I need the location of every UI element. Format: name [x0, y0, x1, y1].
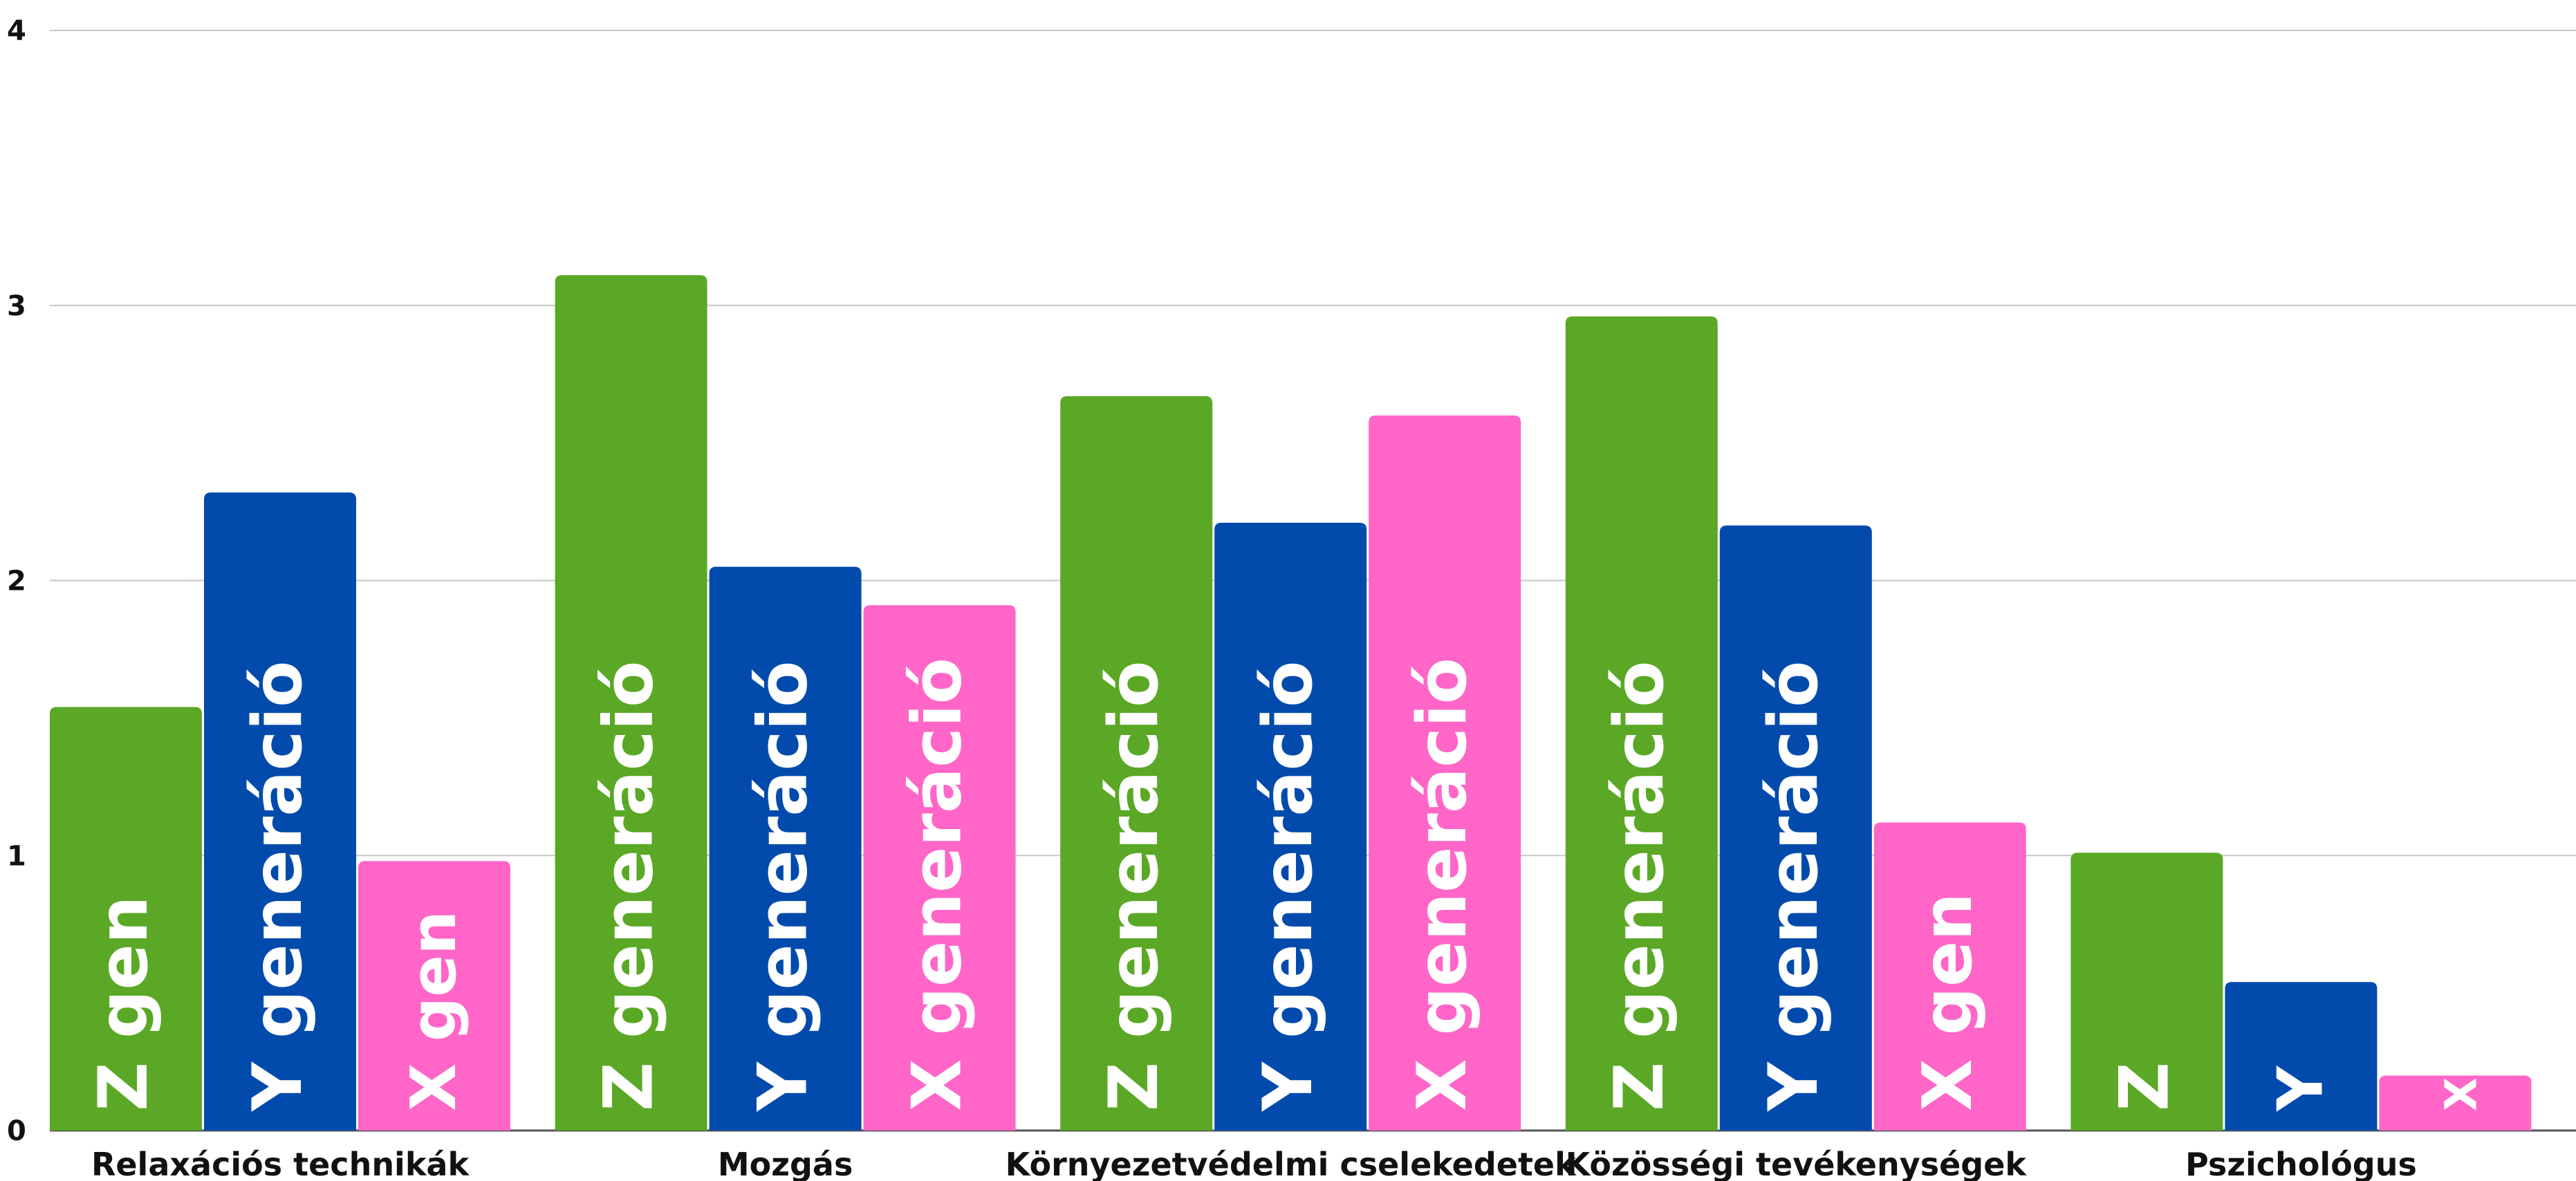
bar-label: Z generáció: [1600, 661, 1679, 1112]
category-label: Környezetvédelmi cselekedetek: [1006, 1146, 1577, 1181]
bar-label: Z generáció: [590, 661, 669, 1112]
category-labels: Relaxációs technikák Mozgás Környezetvédel…: [91, 1146, 2417, 1181]
bar: [1214, 522, 1367, 1131]
bar: [863, 605, 1016, 1131]
bar-label: X gen: [398, 911, 470, 1111]
bar-label: Y generáció: [1754, 661, 1833, 1112]
bar: [1060, 396, 1213, 1131]
category-label: Közösségi tevékenységek: [1566, 1146, 2028, 1181]
bar-label: Z generáció: [1095, 661, 1174, 1112]
y-tick-label: 1: [7, 840, 26, 872]
bar-label: X gen: [1909, 893, 1987, 1111]
category-label: Relaxációs technikák: [91, 1146, 470, 1181]
bar-label: X generáció: [898, 658, 977, 1111]
bar-label: Y generáció: [744, 661, 823, 1112]
y-tick-label: 3: [7, 290, 26, 322]
category-label: Mozgás: [718, 1146, 853, 1181]
bar: [2379, 1075, 2532, 1131]
y-tick-label: 0: [7, 1115, 26, 1147]
bar-label: Z: [2105, 1062, 2184, 1111]
bar-label: X generáció: [1403, 658, 1482, 1111]
bar-label: Y generáció: [1249, 661, 1328, 1112]
bars: Z gen Y generáció X gen Z generáció Y generá…: [50, 275, 2532, 1131]
bar: [1873, 822, 2026, 1131]
bar: [204, 492, 356, 1131]
y-tick-label: 4: [7, 15, 26, 47]
bar-label: X: [2436, 1077, 2487, 1111]
bar-label: Y: [2264, 1065, 2337, 1112]
y-tick-label: 2: [7, 566, 26, 597]
bar-label: Z gen: [84, 895, 163, 1111]
bar: [1719, 525, 1872, 1131]
bar: [1565, 316, 1718, 1131]
bar-label: Y generáció: [239, 661, 317, 1112]
bar: [50, 707, 202, 1131]
bar: [2070, 853, 2223, 1131]
bar: [358, 861, 510, 1131]
y-axis-tick-labels: 0 1 2 3 4: [7, 15, 26, 1147]
bar: [2225, 982, 2378, 1131]
bar: [1369, 415, 1521, 1131]
bar: [709, 566, 862, 1131]
bar: [555, 275, 707, 1131]
category-label: Pszichológus: [2185, 1146, 2417, 1181]
